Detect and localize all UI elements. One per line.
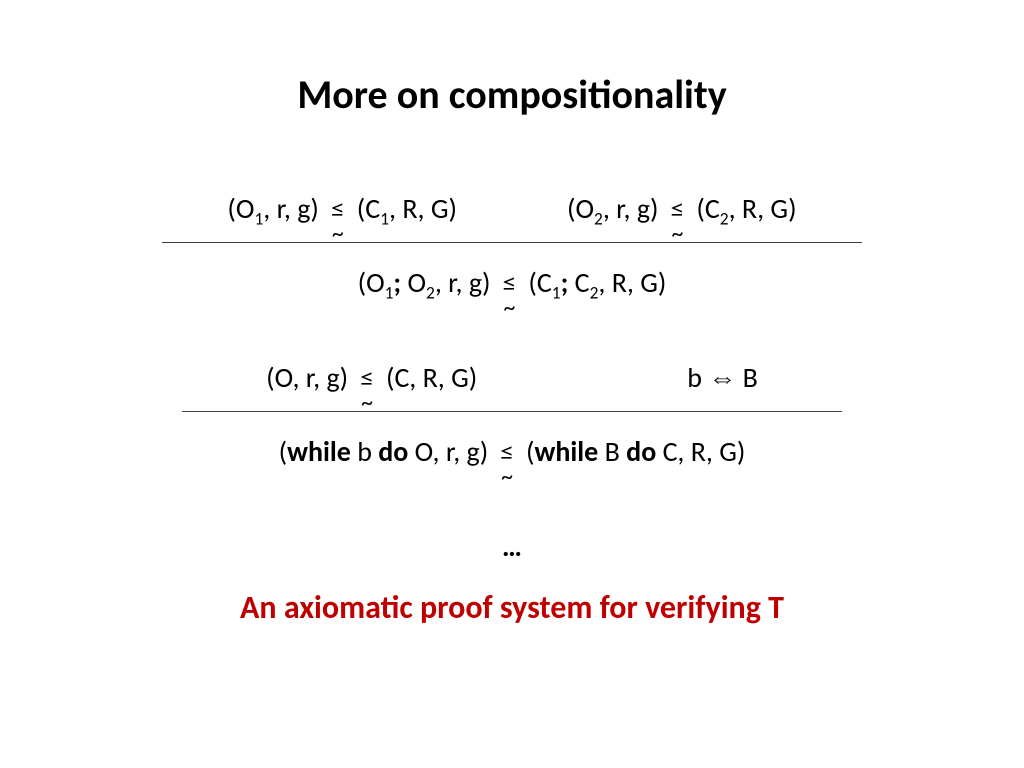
premises-row: (O, r, g) ≤~ (C, R, G) b ⇔ B [0,360,1024,411]
slide: More on compositionality (O1, r, g) ≤~ (… [0,0,1024,768]
premise-right: (O2, r, g) ≤~ (C2, R, G) [567,191,797,226]
ellipsis: … [0,529,1024,564]
premise-right: b ⇔ B [687,360,758,395]
footer-line: An axiomatic proof system for verifying … [0,588,1024,627]
premises-row: (O1, r, g) ≤~ (C1, R, G) (O2, r, g) ≤~ (… [0,191,1024,242]
inference-rule-while: (O, r, g) ≤~ (C, R, G) b ⇔ B (while b do… [0,360,1024,469]
inference-rule-seq: (O1, r, g) ≤~ (C1, R, G) (O2, r, g) ≤~ (… [0,191,1024,300]
conclusion: (while b do O, r, g) ≤~ (while B do C, R… [0,412,1024,469]
premise-left: (O1, r, g) ≤~ (C1, R, G) [227,191,457,226]
slide-title: More on compositionality [0,70,1024,119]
conclusion: (O1; O2, r, g) ≤~ (C1; C2, R, G) [0,243,1024,300]
premise-left: (O, r, g) ≤~ (C, R, G) [266,360,477,395]
